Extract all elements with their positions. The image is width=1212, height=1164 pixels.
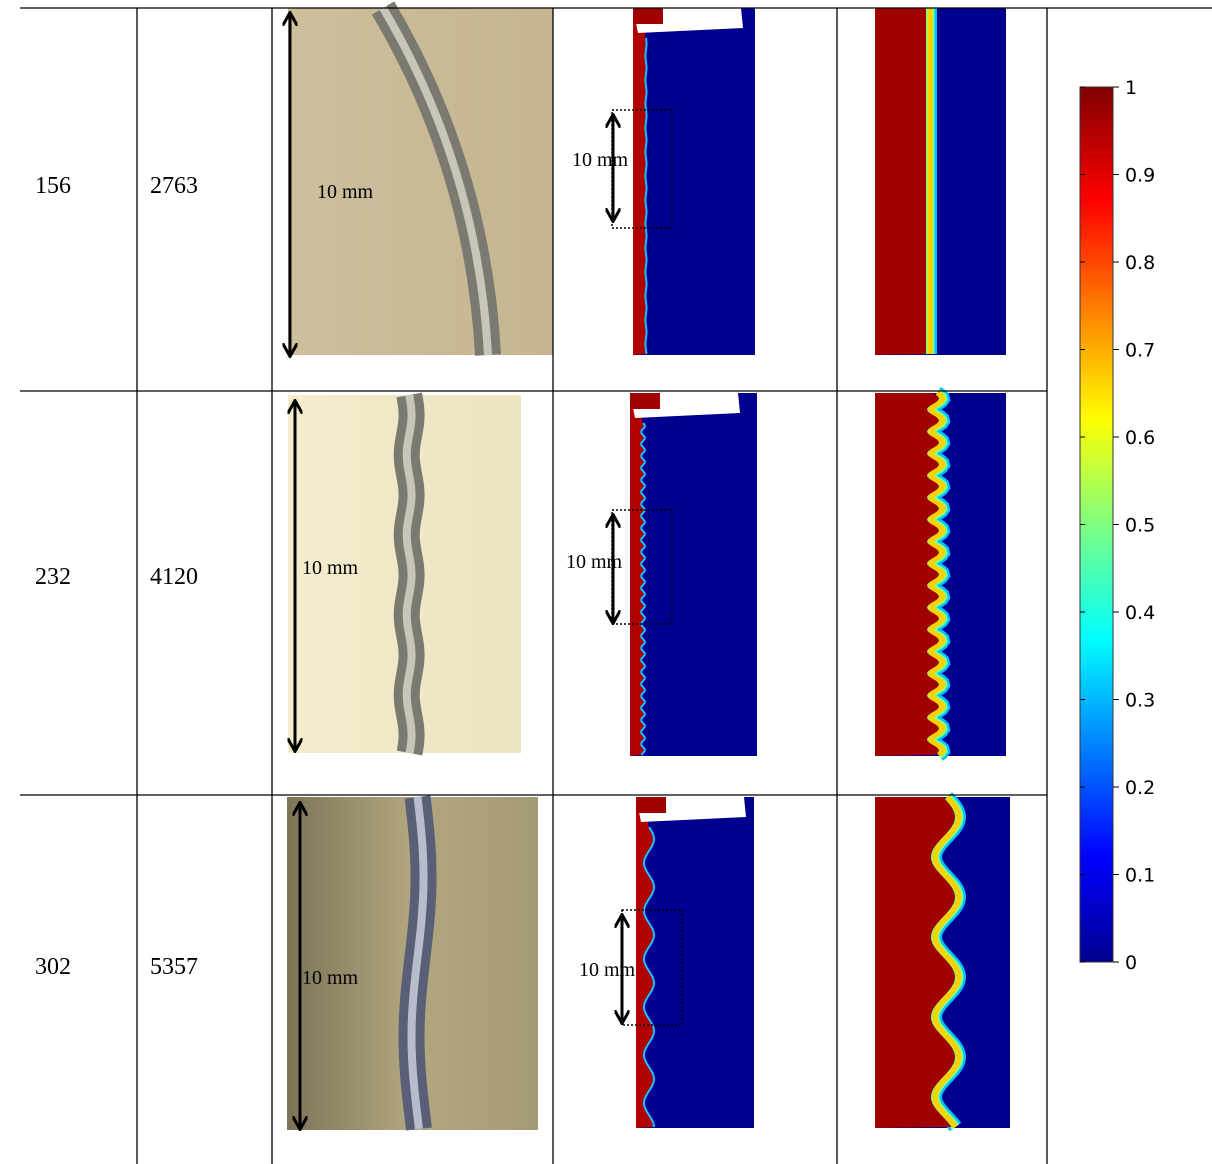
fiber-core [402,394,416,754]
map-phase [875,393,939,756]
colorbar-label: 1 [1125,77,1137,99]
content: 156 2763 10 mm 10 mm 232 4120 10 mm 10 mm 302 535… [35,1,1010,1132]
colorbar-label: 0.8 [1125,252,1155,274]
colorbar-label: 0.5 [1125,515,1155,537]
cell-text: 302 [35,954,71,980]
sim-phase [636,797,653,1128]
scale-label: 10 mm [572,149,629,171]
table-rules [20,7,1212,1164]
sim-phase [633,8,647,355]
scale-label: 10 mm [317,181,374,203]
map-interface [932,795,962,1129]
map-phase [875,797,955,1128]
colorbar-label: 0.9 [1125,165,1155,187]
sim-interface [640,422,646,756]
cell-text: 5357 [150,954,198,980]
sim-field [633,8,755,355]
fiber-core [407,796,428,1130]
sim-cap [630,393,660,409]
sim-field [630,393,757,756]
cell-text: 232 [35,564,71,590]
colorbar-label: 0.6 [1125,427,1155,449]
zoom-box [611,509,673,625]
map-interface [928,390,946,758]
scale-label: 10 mm [579,959,636,981]
map-phase [875,8,926,355]
fiber-core [379,5,492,356]
colorbar-label: 0.7 [1125,340,1155,362]
colorbar-label: 0.4 [1125,602,1155,624]
colorbar [1079,86,1114,963]
sim-cap [636,797,666,813]
colorbar-label: 0.1 [1125,865,1155,887]
sim-interface [642,826,656,1128]
sim-phase [630,393,644,756]
cell-text: 156 [35,173,71,199]
cell-text: 2763 [150,173,198,199]
sim-interface [644,37,648,355]
colorbar-label: 0.3 [1125,690,1155,712]
scale-label: 10 mm [302,557,359,579]
colorbar-label: 0.2 [1125,777,1155,799]
cell-text: 4120 [150,564,198,590]
sim-cap [633,8,663,24]
scale-label: 10 mm [566,551,623,573]
scale-label: 10 mm [302,967,359,989]
sim-field [636,797,754,1128]
colorbar-label: 0 [1125,952,1137,974]
